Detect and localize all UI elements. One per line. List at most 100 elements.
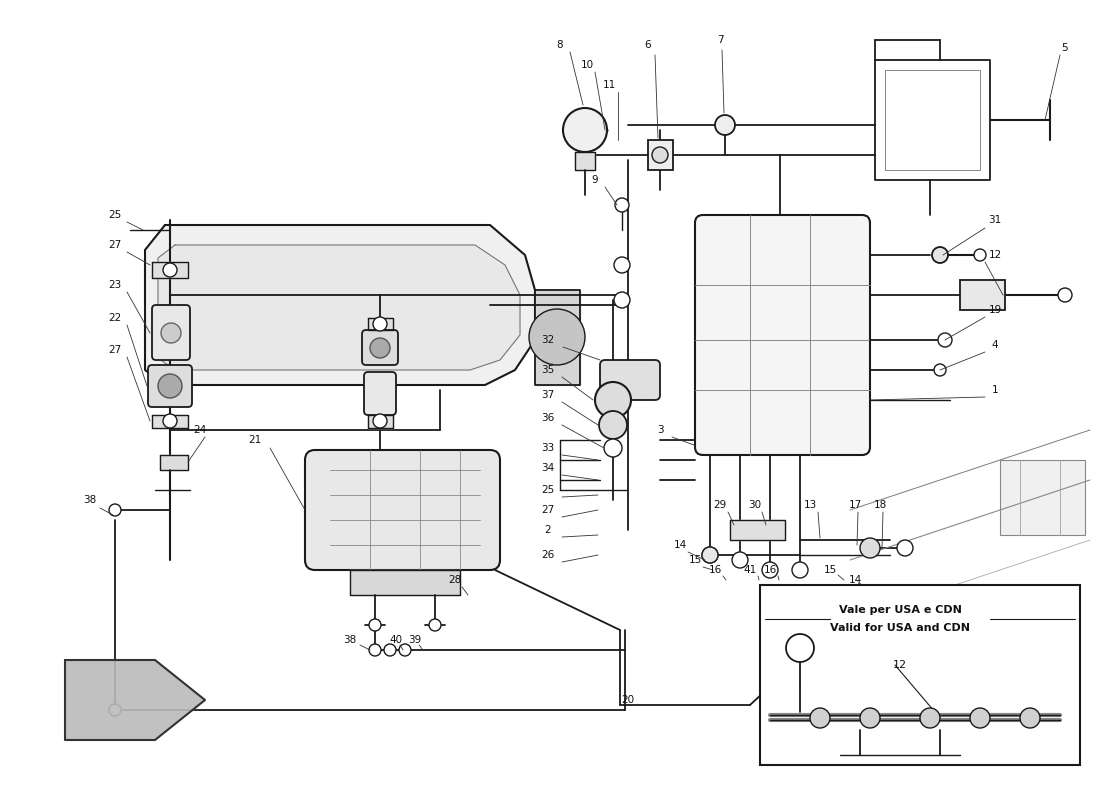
Polygon shape xyxy=(152,262,188,278)
Text: 37: 37 xyxy=(541,390,554,400)
Circle shape xyxy=(109,504,121,516)
Circle shape xyxy=(429,619,441,631)
Text: 23: 23 xyxy=(109,280,122,290)
Text: 25: 25 xyxy=(541,485,554,495)
Text: 22: 22 xyxy=(109,313,122,323)
Text: 16: 16 xyxy=(708,565,722,575)
Polygon shape xyxy=(575,152,595,170)
Circle shape xyxy=(715,115,735,135)
Circle shape xyxy=(161,323,182,343)
Bar xyxy=(648,140,673,170)
Text: 4: 4 xyxy=(992,340,999,350)
Text: 36: 36 xyxy=(541,413,554,423)
Text: 10: 10 xyxy=(581,60,594,70)
Circle shape xyxy=(614,292,630,308)
Polygon shape xyxy=(535,290,580,385)
Circle shape xyxy=(860,708,880,728)
Text: 12: 12 xyxy=(893,660,907,670)
Text: 12: 12 xyxy=(989,250,1002,260)
Circle shape xyxy=(368,619,381,631)
Text: 1: 1 xyxy=(992,385,999,395)
Circle shape xyxy=(368,644,381,656)
Text: 33: 33 xyxy=(541,443,554,453)
Text: 32: 32 xyxy=(541,335,554,345)
Text: 18: 18 xyxy=(873,500,887,510)
FancyBboxPatch shape xyxy=(148,365,192,407)
Circle shape xyxy=(615,198,629,212)
Text: 14: 14 xyxy=(673,540,686,550)
Text: 15: 15 xyxy=(824,565,837,575)
Circle shape xyxy=(810,708,830,728)
FancyBboxPatch shape xyxy=(305,450,500,570)
Circle shape xyxy=(600,411,627,439)
Text: 35: 35 xyxy=(541,365,554,375)
Text: Valid for USA and CDN: Valid for USA and CDN xyxy=(830,623,970,633)
Text: 6: 6 xyxy=(645,40,651,50)
Text: 29: 29 xyxy=(714,500,727,510)
Text: 38: 38 xyxy=(84,495,97,505)
Text: 8: 8 xyxy=(557,40,563,50)
Text: 41: 41 xyxy=(744,565,757,575)
Circle shape xyxy=(370,338,390,358)
Circle shape xyxy=(652,147,668,163)
Circle shape xyxy=(595,382,631,418)
Text: 16: 16 xyxy=(763,565,777,575)
Polygon shape xyxy=(65,660,205,740)
Text: 2: 2 xyxy=(544,525,551,535)
Text: 24: 24 xyxy=(194,425,207,435)
Text: 3: 3 xyxy=(657,425,663,435)
Circle shape xyxy=(373,317,387,331)
Bar xyxy=(960,280,1005,310)
Text: 27: 27 xyxy=(541,505,554,515)
Text: 28: 28 xyxy=(449,575,462,585)
Circle shape xyxy=(970,708,990,728)
Polygon shape xyxy=(350,570,460,595)
Text: Vale per USA e CDN: Vale per USA e CDN xyxy=(838,605,961,615)
Text: 11: 11 xyxy=(603,80,616,90)
Text: 5: 5 xyxy=(1062,43,1068,53)
Circle shape xyxy=(158,374,182,398)
Polygon shape xyxy=(368,415,393,428)
Polygon shape xyxy=(160,455,188,470)
FancyBboxPatch shape xyxy=(362,330,398,365)
Circle shape xyxy=(373,414,387,428)
Text: 27: 27 xyxy=(109,345,122,355)
Circle shape xyxy=(702,547,718,563)
Circle shape xyxy=(384,644,396,656)
Circle shape xyxy=(932,247,948,263)
Circle shape xyxy=(1058,288,1072,302)
Circle shape xyxy=(786,634,814,662)
FancyBboxPatch shape xyxy=(152,305,190,360)
Circle shape xyxy=(762,562,778,578)
Bar xyxy=(1000,460,1085,535)
Text: 31: 31 xyxy=(989,215,1002,225)
Text: 13: 13 xyxy=(803,500,816,510)
Text: 17: 17 xyxy=(848,500,861,510)
Circle shape xyxy=(604,439,622,457)
Text: 40: 40 xyxy=(389,635,403,645)
Circle shape xyxy=(399,644,411,656)
Text: 38: 38 xyxy=(343,635,356,645)
Polygon shape xyxy=(730,520,785,540)
Circle shape xyxy=(163,263,177,277)
Polygon shape xyxy=(145,225,535,385)
Text: 15: 15 xyxy=(689,555,702,565)
Text: 25: 25 xyxy=(109,210,122,220)
Text: 27: 27 xyxy=(109,240,122,250)
Text: 30: 30 xyxy=(748,500,761,510)
Circle shape xyxy=(860,538,880,558)
Polygon shape xyxy=(152,415,188,428)
FancyBboxPatch shape xyxy=(364,372,396,415)
Bar xyxy=(760,585,1080,765)
Circle shape xyxy=(896,540,913,556)
Circle shape xyxy=(529,309,585,365)
Text: 19: 19 xyxy=(989,305,1002,315)
FancyBboxPatch shape xyxy=(695,215,870,455)
Text: 20: 20 xyxy=(621,695,635,705)
Circle shape xyxy=(938,333,952,347)
Circle shape xyxy=(109,704,121,716)
Circle shape xyxy=(563,108,607,152)
Polygon shape xyxy=(158,245,520,370)
Text: 14: 14 xyxy=(848,575,861,585)
Circle shape xyxy=(920,708,940,728)
